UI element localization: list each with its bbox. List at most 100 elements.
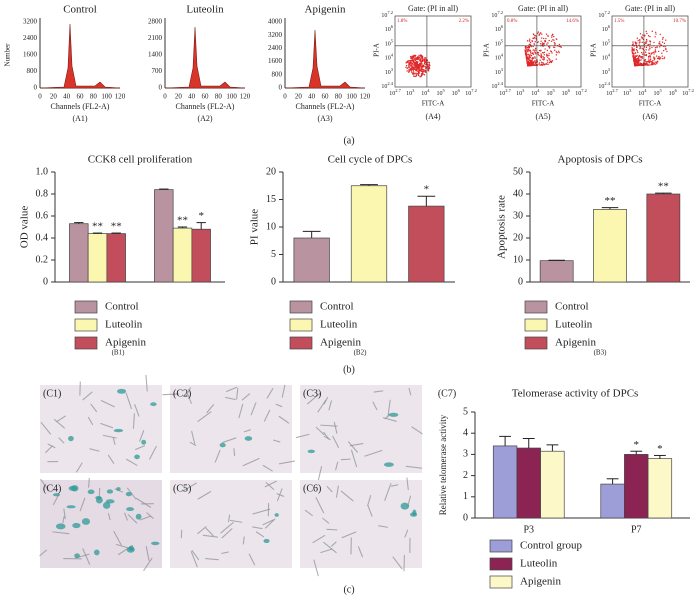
event-dot	[647, 35, 650, 37]
event-dot	[418, 67, 421, 69]
event-dot	[548, 52, 550, 55]
event-dot	[661, 38, 664, 40]
micrograph-label: (C4)	[43, 483, 61, 494]
cell	[202, 534, 218, 538]
y-tick-label: 0.2	[36, 254, 49, 265]
cell	[58, 437, 65, 444]
event-dot	[533, 64, 535, 66]
event-dot	[545, 63, 547, 65]
legend-swatch	[74, 336, 98, 350]
tick-label: 106	[495, 24, 504, 33]
cell	[190, 551, 198, 568]
event-dot	[633, 60, 635, 62]
event-dot	[637, 56, 640, 58]
cell	[82, 548, 91, 565]
bar	[350, 185, 388, 283]
event-dot	[414, 58, 416, 60]
tick-exponent: 3	[501, 67, 504, 72]
event-dot	[546, 49, 549, 52]
cell	[227, 514, 231, 523]
legend-swatch	[524, 318, 548, 332]
legend-label: Control	[555, 301, 589, 313]
event-dot	[633, 58, 635, 61]
tick-exponent: 2.7	[612, 88, 618, 93]
cell	[139, 430, 145, 442]
event-dot	[428, 65, 430, 68]
bar	[646, 193, 681, 283]
tick-base: 10	[516, 91, 522, 97]
significance: **	[177, 215, 188, 227]
error-bar	[630, 450, 643, 455]
stained-cell	[388, 412, 399, 417]
quadrant-percent: 0.8%	[507, 19, 517, 24]
tick-label: 102.4	[491, 81, 503, 90]
event-dot	[534, 41, 536, 43]
cell	[378, 525, 389, 528]
cell	[189, 441, 197, 447]
cell	[367, 505, 373, 517]
event-dot	[408, 66, 411, 68]
event-dot	[653, 56, 655, 58]
plot-frame	[504, 15, 582, 88]
legend-swatch	[289, 318, 313, 332]
event-dot	[553, 35, 555, 38]
cell	[206, 404, 215, 414]
event-dot	[417, 74, 420, 76]
legend-label: Luteolin	[105, 319, 143, 331]
legend-label: Apigenin	[555, 337, 596, 349]
event-dot	[529, 52, 532, 54]
tick-exponent: 5	[442, 88, 445, 93]
stained-cell	[126, 507, 135, 512]
event-dot	[425, 71, 427, 74]
stained-cell	[150, 402, 157, 407]
event-dot	[540, 50, 542, 52]
event-dot	[532, 49, 534, 51]
event-dot	[555, 58, 557, 60]
tick-label: 105	[546, 88, 555, 97]
event-dot	[406, 67, 408, 70]
significance: **	[92, 221, 103, 233]
event-dot	[653, 63, 656, 65]
event-dot	[418, 54, 420, 57]
tick-exponent: 3	[608, 67, 611, 72]
event-dot	[534, 49, 537, 51]
y-tick-label: 2400	[23, 34, 38, 42]
tick-exponent: 6	[675, 88, 678, 93]
event-dot	[416, 56, 419, 58]
event-dot	[529, 40, 531, 42]
y-tick-label: 10	[513, 254, 523, 265]
event-dot	[644, 60, 646, 63]
event-dot	[640, 36, 643, 38]
panel-label: (b)	[343, 364, 355, 375]
event-dot	[525, 55, 528, 58]
event-dot	[414, 54, 416, 57]
cell	[205, 558, 219, 561]
cell	[273, 439, 281, 443]
event-dot	[531, 40, 534, 43]
event-dot	[527, 51, 529, 53]
tick-exponent: 4	[391, 53, 394, 58]
tick-exponent: 5	[552, 88, 555, 93]
event-dot	[528, 64, 531, 67]
y-axis-label: PI-A	[483, 43, 491, 57]
event-dot	[641, 55, 643, 58]
event-dot	[657, 61, 659, 63]
tick-base: 10	[598, 84, 604, 90]
tick-base: 10	[421, 91, 427, 97]
cell	[320, 424, 338, 427]
tick-base: 10	[562, 91, 568, 97]
cell	[79, 497, 86, 512]
cell	[357, 546, 363, 558]
error-bar	[360, 184, 378, 186]
event-dot	[412, 68, 415, 71]
event-dot	[550, 40, 553, 43]
x-axis-label: FITC-A	[422, 100, 445, 108]
y-tick-label: 50	[513, 166, 523, 177]
event-dot	[552, 39, 554, 41]
event-dot	[412, 60, 415, 63]
event-dot	[423, 61, 426, 63]
event-dot	[649, 43, 652, 45]
event-dot	[415, 61, 418, 63]
cell	[162, 393, 180, 396]
event-dot	[547, 34, 549, 37]
